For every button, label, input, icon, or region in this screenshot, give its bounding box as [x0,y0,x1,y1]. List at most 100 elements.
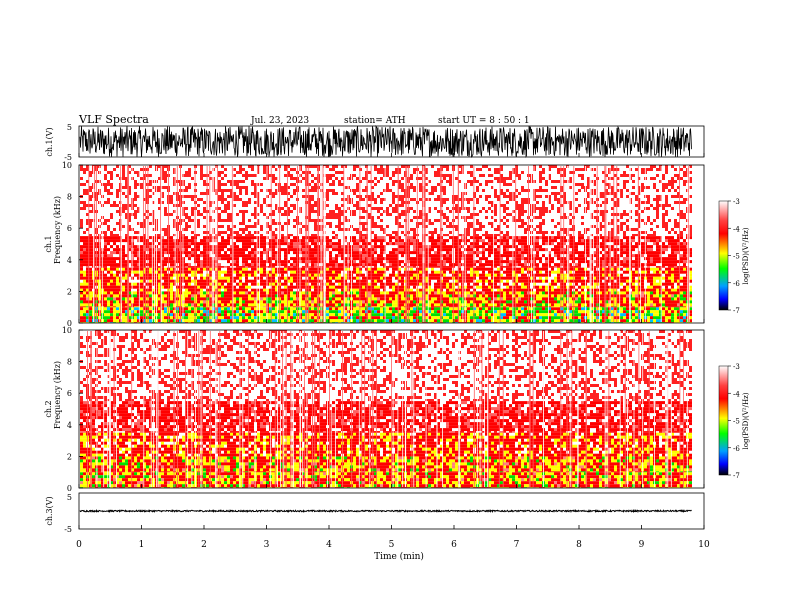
spectrogram-cell [446,319,449,323]
spectrogram-cell [260,276,263,280]
spectrogram-cell [368,300,371,304]
spectrogram-cell [623,291,626,295]
spectrogram-cell [554,270,557,274]
spectrogram-cell [680,319,683,323]
spectrogram-cell [458,294,461,298]
spectrogram-cell [230,254,233,258]
spectrogram-cell [128,291,131,295]
spectrogram-cell [518,285,521,289]
spectrogram-cell [197,260,200,264]
spectrogram-cell [311,257,314,261]
spectrogram-cell [191,242,194,246]
spectrogram-cell [389,310,392,314]
spectrogram-cell [512,297,515,301]
spectrogram-cell [389,313,392,317]
spectrogram-cell [143,251,146,255]
spectrogram-cell [290,313,293,317]
spectrogram-cell [164,245,167,249]
spectrogram-cell [164,239,167,243]
spectrogram-cell [608,319,611,323]
spectrogram-cell [152,282,155,286]
spectrogram-cell [248,242,251,246]
spectrogram-cell [152,319,155,323]
spectrogram-cell [236,307,239,311]
spectrogram-cell [569,267,572,271]
spectrogram-cell [338,316,341,320]
spectrogram-cell [89,319,92,323]
spectrogram-cell [413,300,416,304]
spectrogram-cell [431,307,434,311]
spectrogram-cell [257,313,260,317]
spectrogram-cell [110,251,113,255]
spectrogram-cell [311,254,314,258]
spectrogram-cell [335,263,338,267]
spectrogram-cell [326,279,329,283]
spectrogram-cell [188,276,191,280]
spectrogram-cell [245,267,248,271]
spectrogram-cell [329,245,332,249]
spectrogram-cell [506,303,509,307]
spectrogram-cell [662,307,665,311]
spectrogram-cell [128,306,131,308]
spectrogram-cell [311,294,314,298]
spectrogram-cell [215,245,218,249]
spectrogram-cell [215,294,218,298]
spectrogram-cell [470,270,473,274]
spectrogram-cell [467,279,470,283]
spectrogram-cell [614,291,617,295]
spectrogram-cell [152,239,155,243]
spectrogram-cell [533,319,536,323]
spectrogram-cell [236,276,239,280]
spectrogram-cell [497,300,500,304]
spectrogram-cell [593,267,596,271]
spectrogram-cell [104,291,107,295]
spectrogram-cell [365,300,368,304]
spectrogram-cell [368,282,371,286]
spectrogram-cell [170,270,173,274]
spectrogram-cell [362,257,365,261]
spectrogram-cell [140,276,143,280]
spectrogram-cell [419,310,422,314]
spectrogram-cell [308,316,311,320]
spectrogram-cell [473,306,476,308]
spectrogram-cell [338,319,341,323]
spectrogram-cell [401,242,404,246]
spectrogram-cell [617,282,620,286]
spectrogram-cell [218,251,221,255]
spectrogram-cell [491,270,494,274]
spectrogram-cell [302,245,305,249]
spectrogram-cell [419,316,422,320]
spectrogram-cell [551,306,554,308]
spectrogram-cell [233,260,236,264]
spectrogram-cell [302,297,305,301]
spectrogram-cell [578,310,581,314]
spectrogram-cell [392,319,395,323]
spectrogram-cell [275,270,278,274]
spectrogram-cell [458,307,461,311]
spectrogram-cell [578,291,581,295]
spectrogram-cell [632,307,635,311]
spectrogram-cell [677,313,680,317]
spectrogram-cell [689,316,692,320]
spectrogram-cell [254,288,257,292]
spectrogram-cell [605,300,608,304]
spectrogram-cell [605,282,608,286]
spectrogram-cell [251,313,254,317]
spectrogram-cell [521,288,524,292]
spectrogram-cell [326,306,329,308]
spectrogram-cell [149,242,152,246]
spectrogram-cell [581,316,584,320]
spectrogram-cell [254,313,257,317]
spectrogram-cell [611,291,614,295]
spectrogram-cell [554,297,557,301]
spectrogram-cell [326,310,329,314]
spectrogram-cell [263,291,266,295]
spectrogram-cell [428,319,431,323]
spectrogram-cell [638,291,641,295]
spectrogram-cell [515,297,518,301]
spectrogram-cell [491,300,494,304]
spectrogram-cell [227,300,230,304]
spectrogram-cell [488,313,491,317]
spectrogram-cell [242,242,245,246]
spectrogram-cell [260,316,263,320]
